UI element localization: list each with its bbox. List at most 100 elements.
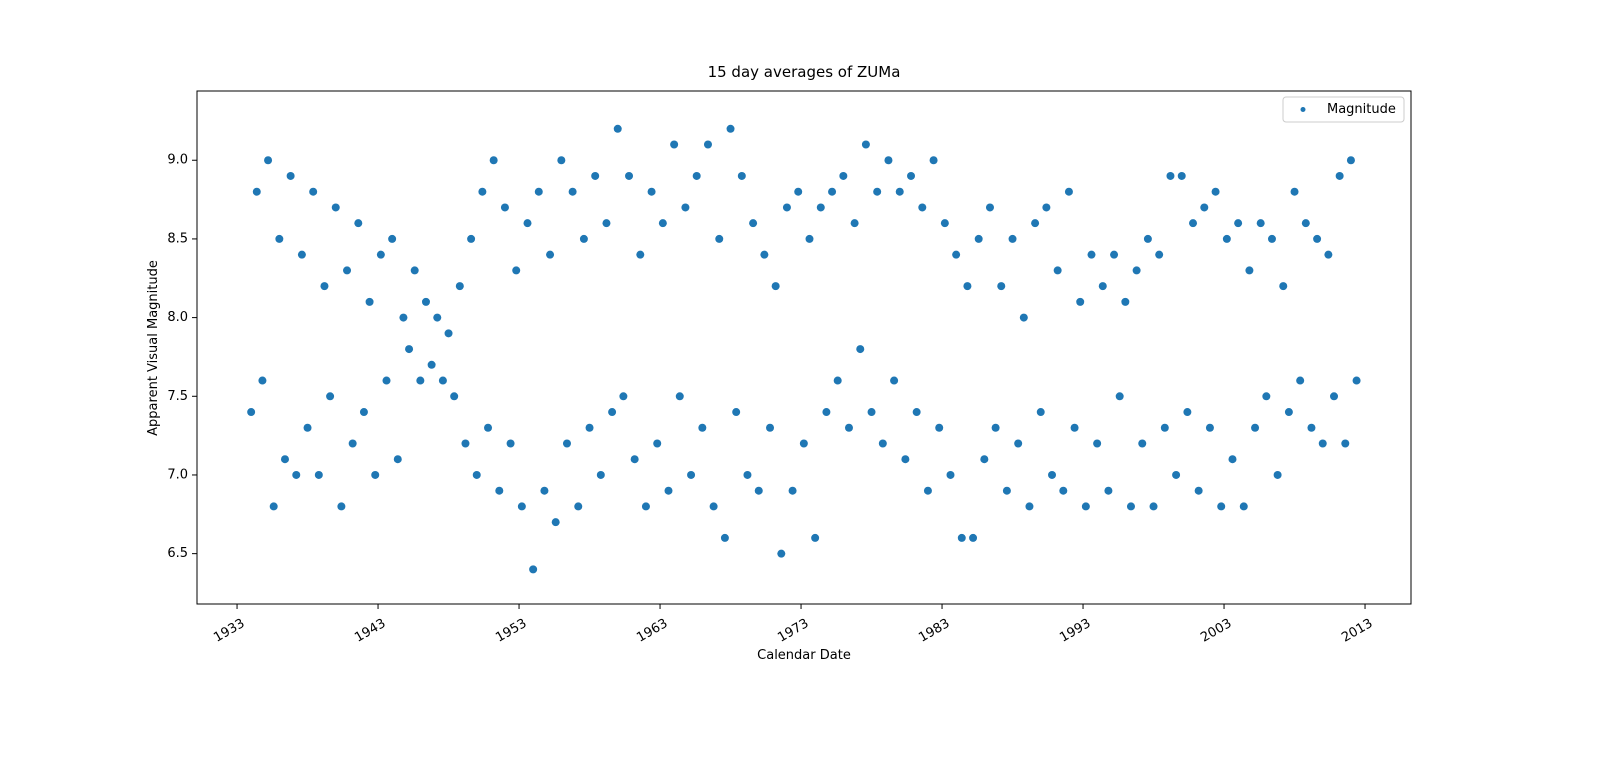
data-point bbox=[540, 486, 549, 495]
data-point bbox=[692, 171, 701, 180]
data-point bbox=[489, 156, 498, 165]
data-point bbox=[946, 470, 955, 479]
data-point bbox=[1324, 250, 1333, 259]
data-point bbox=[850, 219, 859, 228]
data-point bbox=[1301, 219, 1310, 228]
data-point bbox=[895, 187, 904, 196]
data-point bbox=[512, 266, 521, 275]
data-point bbox=[461, 439, 470, 448]
data-point bbox=[297, 250, 306, 259]
data-point bbox=[952, 250, 961, 259]
data-point bbox=[991, 423, 1000, 432]
data-point bbox=[1126, 502, 1135, 511]
data-point bbox=[602, 219, 611, 228]
data-point bbox=[280, 455, 289, 464]
plot-frame bbox=[196, 90, 1412, 605]
data-point bbox=[647, 187, 656, 196]
data-point bbox=[444, 329, 453, 338]
data-point bbox=[455, 282, 464, 291]
data-point bbox=[1036, 408, 1045, 417]
data-point bbox=[574, 502, 583, 511]
data-point bbox=[320, 282, 329, 291]
data-point bbox=[1290, 187, 1299, 196]
data-point bbox=[749, 219, 758, 228]
data-point bbox=[1098, 282, 1107, 291]
data-point bbox=[252, 187, 261, 196]
data-point bbox=[1335, 171, 1344, 180]
data-point bbox=[585, 423, 594, 432]
data-point bbox=[625, 171, 634, 180]
data-point bbox=[1346, 156, 1355, 165]
data-point bbox=[596, 470, 605, 479]
data-point bbox=[275, 234, 284, 243]
data-point bbox=[833, 376, 842, 385]
y-axis-label: Apparent Visual Magnitude bbox=[146, 260, 161, 436]
legend-label: Magnitude bbox=[1327, 102, 1396, 117]
data-point bbox=[1059, 486, 1068, 495]
data-point bbox=[264, 156, 273, 165]
data-point bbox=[839, 171, 848, 180]
data-point bbox=[997, 282, 1006, 291]
data-point bbox=[348, 439, 357, 448]
data-point bbox=[309, 187, 318, 196]
data-point bbox=[754, 486, 763, 495]
data-point bbox=[1155, 250, 1164, 259]
data-point bbox=[517, 502, 526, 511]
data-point bbox=[258, 376, 267, 385]
data-point bbox=[980, 455, 989, 464]
data-point bbox=[969, 533, 978, 542]
data-point bbox=[382, 376, 391, 385]
data-point bbox=[292, 470, 301, 479]
data-point bbox=[1341, 439, 1350, 448]
data-point bbox=[1104, 486, 1113, 495]
y-tick-label: 7.5 bbox=[167, 389, 188, 404]
data-point bbox=[788, 486, 797, 495]
data-point bbox=[794, 187, 803, 196]
data-point bbox=[438, 376, 447, 385]
data-point bbox=[935, 423, 944, 432]
data-point bbox=[974, 234, 983, 243]
data-point bbox=[901, 455, 910, 464]
legend-box bbox=[1282, 96, 1405, 123]
data-point bbox=[613, 124, 622, 133]
data-point bbox=[1177, 171, 1186, 180]
data-point bbox=[1115, 392, 1124, 401]
chart-title: 15 day averages of ZUMa bbox=[708, 63, 901, 81]
data-point bbox=[1172, 470, 1181, 479]
data-point bbox=[1025, 502, 1034, 511]
data-point bbox=[1121, 297, 1130, 306]
data-point bbox=[670, 140, 679, 149]
data-point bbox=[1166, 171, 1175, 180]
data-point bbox=[1256, 219, 1265, 228]
x-axis-label: Calendar Date bbox=[757, 648, 851, 663]
data-point bbox=[766, 423, 775, 432]
data-point bbox=[562, 439, 571, 448]
data-point bbox=[1239, 502, 1248, 511]
data-point bbox=[1217, 502, 1226, 511]
data-point bbox=[1251, 423, 1260, 432]
data-point bbox=[399, 313, 408, 322]
data-point bbox=[630, 455, 639, 464]
data-point bbox=[1081, 502, 1090, 511]
data-point bbox=[1296, 376, 1305, 385]
data-point bbox=[907, 171, 916, 180]
data-point bbox=[388, 234, 397, 243]
data-point bbox=[416, 376, 425, 385]
data-point bbox=[636, 250, 645, 259]
data-point bbox=[929, 156, 938, 165]
data-point bbox=[1200, 203, 1209, 212]
data-point bbox=[737, 171, 746, 180]
data-point bbox=[534, 187, 543, 196]
data-point bbox=[1008, 234, 1017, 243]
data-point bbox=[393, 455, 402, 464]
data-point bbox=[314, 470, 323, 479]
data-point bbox=[1149, 502, 1158, 511]
data-point bbox=[269, 502, 278, 511]
data-point bbox=[1284, 408, 1293, 417]
data-point bbox=[506, 439, 515, 448]
legend: Magnitude bbox=[1282, 96, 1405, 123]
legend-marker bbox=[1300, 107, 1306, 112]
data-point bbox=[890, 376, 899, 385]
data-point bbox=[1093, 439, 1102, 448]
